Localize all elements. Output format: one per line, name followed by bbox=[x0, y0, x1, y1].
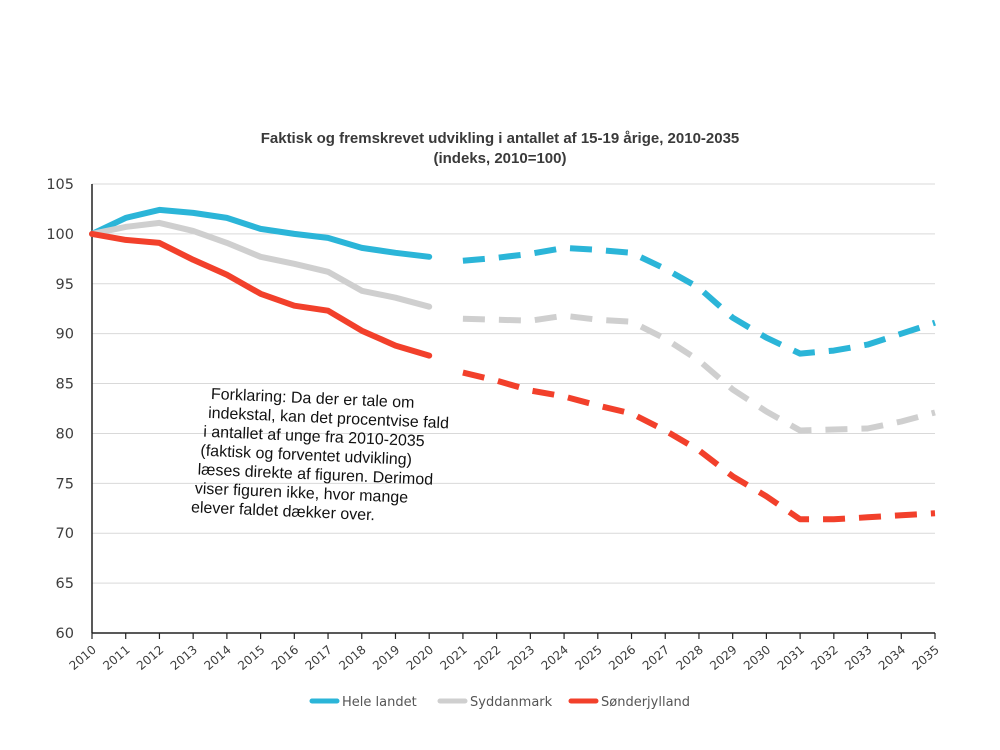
y-tick-label: 105 bbox=[46, 177, 74, 193]
legend-label: Sønderjylland bbox=[601, 695, 690, 710]
legend-label: Syddanmark bbox=[470, 695, 553, 710]
y-tick-label: 80 bbox=[56, 426, 74, 442]
legend-label: Hele landet bbox=[342, 695, 417, 710]
legend-item-sonderjylland: Sønderjylland bbox=[568, 695, 690, 710]
y-axis: 60 65 70 75 80 85 90 95 100 105 bbox=[46, 177, 93, 642]
y-tick-label: 85 bbox=[56, 377, 74, 393]
y-tick-label: 70 bbox=[56, 526, 74, 542]
legend-item-hele-landet: Hele landet bbox=[309, 695, 417, 710]
chart-subtitle: (indeks, 2010=100) bbox=[433, 150, 566, 167]
y-tick-label: 60 bbox=[56, 626, 74, 642]
y-tick-label: 65 bbox=[56, 576, 74, 592]
chart-title: Faktisk og fremskrevet udvikling i antal… bbox=[261, 130, 740, 147]
y-tick-label: 100 bbox=[46, 227, 74, 243]
y-tick-label: 90 bbox=[56, 327, 74, 343]
y-tick-label: 75 bbox=[56, 476, 74, 492]
series-line-hele-landet-projected bbox=[462, 244, 936, 357]
legend: Hele landet Syddanmark Sønderjylland bbox=[309, 695, 690, 710]
series-line-syddanmark-actual bbox=[89, 219, 433, 310]
y-tick-label: 95 bbox=[56, 277, 74, 293]
series-lines bbox=[89, 206, 936, 523]
series-line-sonderjylland-actual bbox=[89, 230, 433, 359]
legend-item-syddanmark: Syddanmark bbox=[437, 695, 553, 710]
series-line-sonderjylland-projected bbox=[462, 369, 936, 523]
series-line-hele-landet-actual bbox=[89, 206, 433, 260]
series-line-syddanmark-projected bbox=[462, 312, 936, 434]
